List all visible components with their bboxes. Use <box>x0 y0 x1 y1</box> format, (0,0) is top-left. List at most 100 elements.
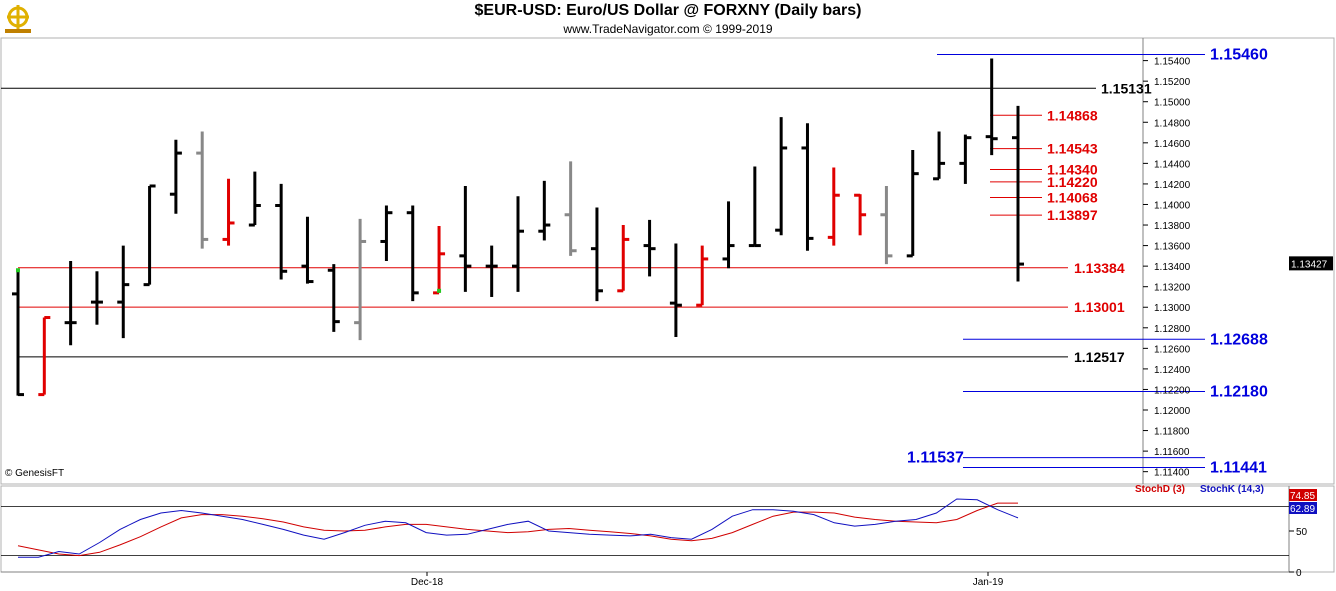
stoch-panel-border <box>0 485 1335 573</box>
stochastic-group: 0 50 StochD (3) 74.85 StochK (14,3) 62.89 <box>1 484 1317 579</box>
ohlc-bar <box>248 171 261 227</box>
stoch-axis-tick-label: 50 <box>1296 527 1308 538</box>
price-axis-tick-label: 1.12200 <box>1154 385 1191 396</box>
ohlc-bar <box>222 178 235 246</box>
price-axis-tick-label: 1.13200 <box>1154 283 1191 294</box>
stoch-last-box <box>1289 502 1317 514</box>
price-y-axis: 1.11400 1.11600 1.11800 1.12000 1.12200 1.124… <box>1143 57 1333 479</box>
ohlc-bar <box>406 205 419 302</box>
price-axis-tick-label: 1.13400 <box>1154 262 1191 273</box>
stoch-series-line <box>17 502 1018 557</box>
ohlc-bar <box>617 225 630 293</box>
price-axis-tick-label: 1.12600 <box>1154 344 1191 355</box>
last-price-box <box>1289 256 1333 271</box>
bar-marker <box>16 268 20 273</box>
stoch-last-label: 62.89 <box>1290 504 1315 515</box>
ohlc-bar <box>64 261 77 346</box>
ohlc-bar <box>354 218 367 341</box>
ohlc-bar <box>775 117 788 236</box>
stoch-last-label: 74.85 <box>1290 491 1315 502</box>
level-lines-group: 1.154601.151311.148681.145431.143401.142… <box>1 46 1268 476</box>
stoch-series-line <box>18 498 1019 558</box>
x-axis-tick-label: Jan-19 <box>973 577 1004 588</box>
x-axis: Dec-18 Jan-19 <box>1 571 1289 588</box>
ohlc-bar <box>433 226 446 295</box>
ohlc-bar <box>643 219 656 277</box>
price-panel-border <box>0 37 1335 485</box>
price-axis-tick-label: 1.13000 <box>1154 303 1191 314</box>
level-label: 1.13384 <box>1074 260 1125 276</box>
price-axis-tick-label: 1.12000 <box>1154 406 1191 417</box>
level-label: 1.11537 <box>907 450 964 467</box>
level-label: 1.13897 <box>1047 207 1098 223</box>
ohlc-bar <box>169 139 182 214</box>
ohlc-bar <box>380 205 393 261</box>
ohlc-bar <box>933 131 946 181</box>
ship-wheel-logo-icon <box>5 5 31 33</box>
ohlc-bar <box>985 58 998 156</box>
price-axis-tick-label: 1.13600 <box>1154 242 1191 253</box>
ohlc-bar <box>117 245 130 339</box>
level-label: 1.14340 <box>1047 162 1098 178</box>
price-axis-tick-label: 1.13800 <box>1154 221 1191 232</box>
ohlc-bar <box>564 161 577 256</box>
level-label: 1.11441 <box>1210 459 1267 476</box>
ohlc-bar <box>696 245 709 307</box>
level-label: 1.15131 <box>1101 80 1152 96</box>
bar-marker <box>437 288 442 293</box>
ohlc-bar <box>275 183 288 280</box>
ohlc-bar <box>748 166 761 248</box>
price-axis-tick-label: 1.15400 <box>1154 57 1191 68</box>
ohlc-bar <box>38 316 51 397</box>
level-label: 1.14543 <box>1047 141 1098 157</box>
level-label: 1.12517 <box>1074 349 1125 365</box>
ohlc-bar <box>880 185 893 265</box>
last-price-label: 1.13427 <box>1291 259 1328 270</box>
level-label: 1.12688 <box>1210 331 1268 348</box>
level-label: 1.14868 <box>1047 107 1098 123</box>
price-axis-tick-label: 1.11800 <box>1154 427 1190 438</box>
ohlc-bar <box>90 271 103 325</box>
price-axis-tick-label: 1.11600 <box>1154 447 1190 458</box>
price-axis-tick-label: 1.12800 <box>1154 324 1191 335</box>
x-axis-tick-label: Dec-18 <box>411 577 444 588</box>
price-axis-tick-label: 1.14400 <box>1154 159 1191 170</box>
price-axis-tick-label: 1.14600 <box>1154 139 1191 150</box>
stoch-legend-label: StochK (14,3) <box>1200 484 1264 495</box>
ohlc-bar <box>827 167 840 246</box>
ohlc-bar <box>1012 105 1024 282</box>
price-axis-tick-label: 1.11400 <box>1154 468 1190 479</box>
ohlc-bar <box>590 207 603 302</box>
ohlc-bar <box>196 131 209 249</box>
price-axis-tick-label: 1.15200 <box>1154 77 1191 88</box>
copyright-label: © GenesisFT <box>5 468 65 479</box>
price-bars-group <box>12 58 1024 397</box>
price-axis-tick-label: 1.14000 <box>1154 200 1191 211</box>
level-label: 1.13001 <box>1074 299 1125 315</box>
ohlc-bar <box>906 150 919 258</box>
price-axis-tick-label: 1.14200 <box>1154 180 1191 191</box>
ohlc-bar <box>12 270 24 397</box>
level-label: 1.14068 <box>1047 189 1098 205</box>
ohlc-bar <box>301 216 314 284</box>
ohlc-bar <box>722 201 735 269</box>
ohlc-bar <box>459 185 472 292</box>
level-label: 1.15460 <box>1210 46 1268 63</box>
ohlc-bar <box>669 243 682 338</box>
chart-title: $EUR-USD: Euro/US Dollar @ FORXNY (Daily… <box>474 2 862 19</box>
ohlc-bar <box>801 123 814 251</box>
ohlc-bar <box>327 264 340 332</box>
ohlc-bar <box>538 180 551 241</box>
level-label: 1.12180 <box>1210 384 1268 401</box>
stoch-axis-tick-label: 0 <box>1296 568 1302 579</box>
ohlc-bar <box>959 134 972 184</box>
level-label: 1.14220 <box>1047 174 1098 190</box>
stoch-legend-label: StochD (3) <box>1135 484 1185 495</box>
ohlc-bar <box>512 196 524 292</box>
chart-subtitle: www.TradeNavigator.com © 1999-2019 <box>563 22 773 36</box>
ohlc-bar <box>485 245 498 297</box>
ohlc-bar <box>854 193 867 236</box>
ohlc-bar <box>143 184 156 287</box>
